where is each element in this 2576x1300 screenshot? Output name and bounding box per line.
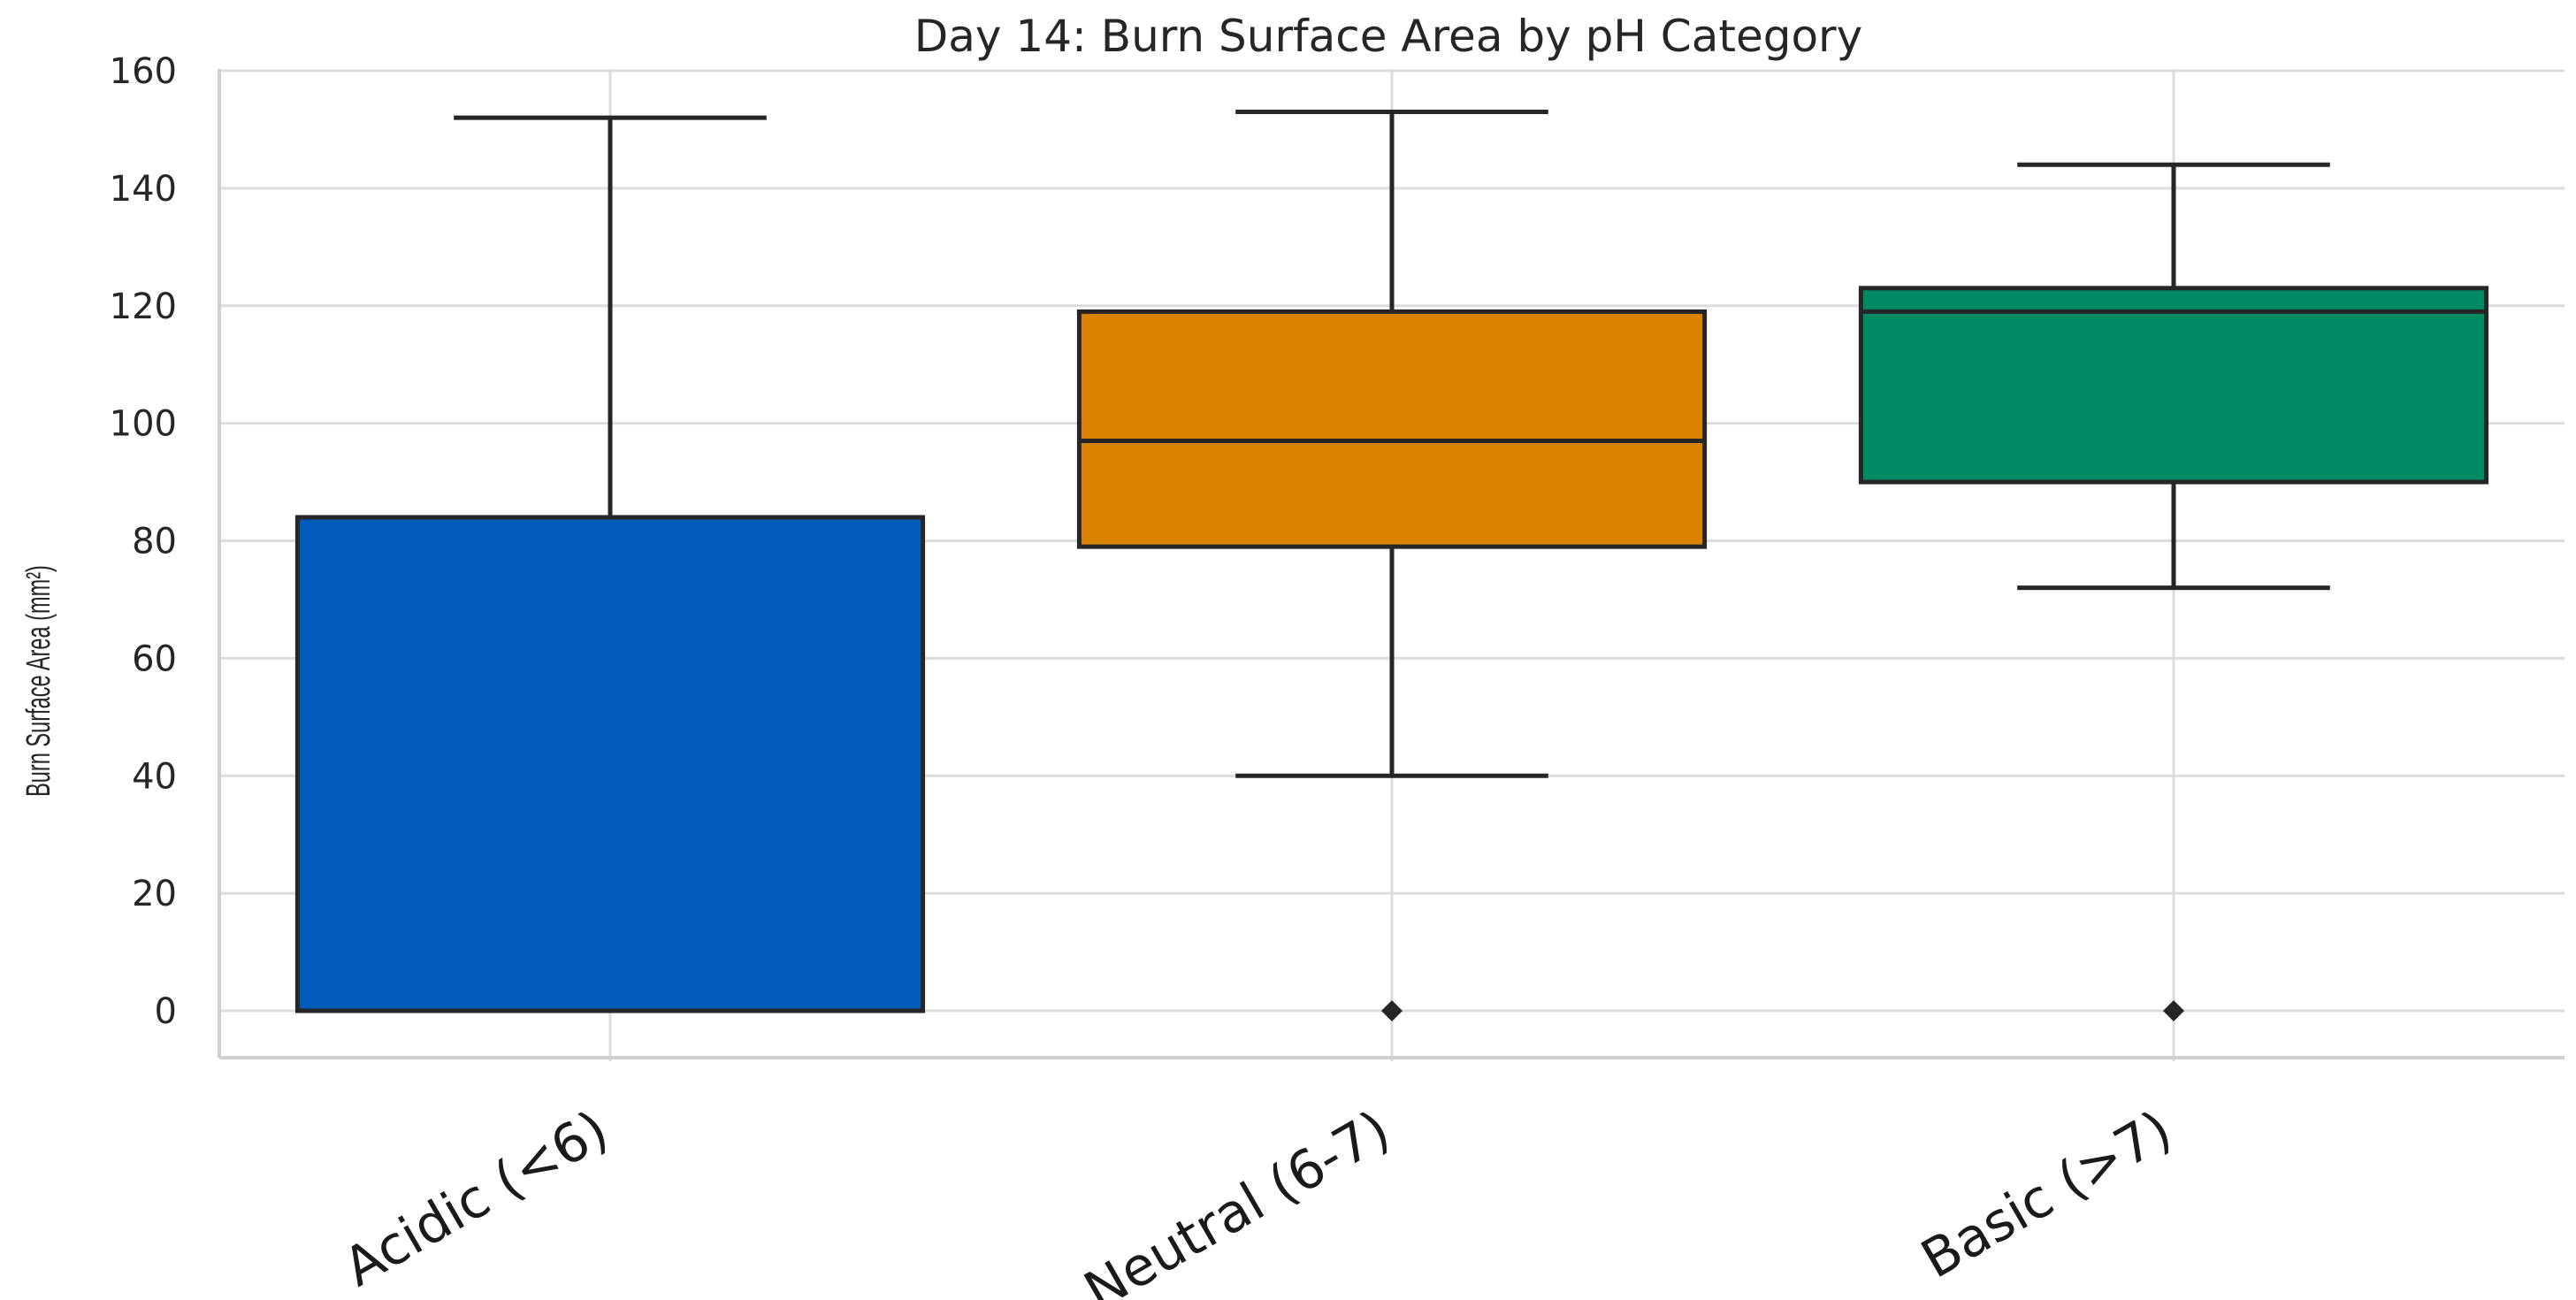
outlier-point — [1381, 1000, 1403, 1021]
outlier-point — [2163, 1000, 2184, 1021]
box-group — [1858, 162, 2489, 1021]
axes — [218, 69, 2565, 1059]
y-tick-labels: 0 20 40 60 80 100 120 140 160 — [110, 51, 177, 1032]
boxes — [294, 110, 2489, 1021]
x-tick-label: Basic (>7) — [1911, 1098, 2182, 1290]
box-group — [294, 115, 926, 1013]
y-tick-label: 80 — [132, 522, 177, 562]
y-tick-label: 160 — [110, 51, 177, 92]
chart-title: Day 14: Burn Surface Area by pH Category — [914, 11, 1862, 62]
y-axis-label: Burn Surface Area (mm²) — [19, 565, 57, 797]
x-tick-label: Acidic (<6) — [333, 1098, 618, 1298]
y-tick-label: 60 — [132, 639, 177, 679]
x-tick-labels: Acidic (<6) Neutral (6-7) Basic (>7) — [333, 1098, 2182, 1300]
box — [1858, 286, 2489, 485]
y-tick-label: 40 — [132, 756, 177, 797]
y-tick-label: 140 — [110, 169, 177, 210]
y-tick-label: 20 — [132, 874, 177, 914]
y-tick-label: 0 — [155, 991, 177, 1032]
box-group — [1076, 110, 1708, 1021]
y-tick-label: 100 — [110, 404, 177, 445]
box — [1076, 309, 1708, 549]
box — [294, 515, 926, 1013]
y-tick-label: 120 — [110, 287, 177, 327]
x-tick-label: Neutral (6-7) — [1074, 1098, 1401, 1300]
